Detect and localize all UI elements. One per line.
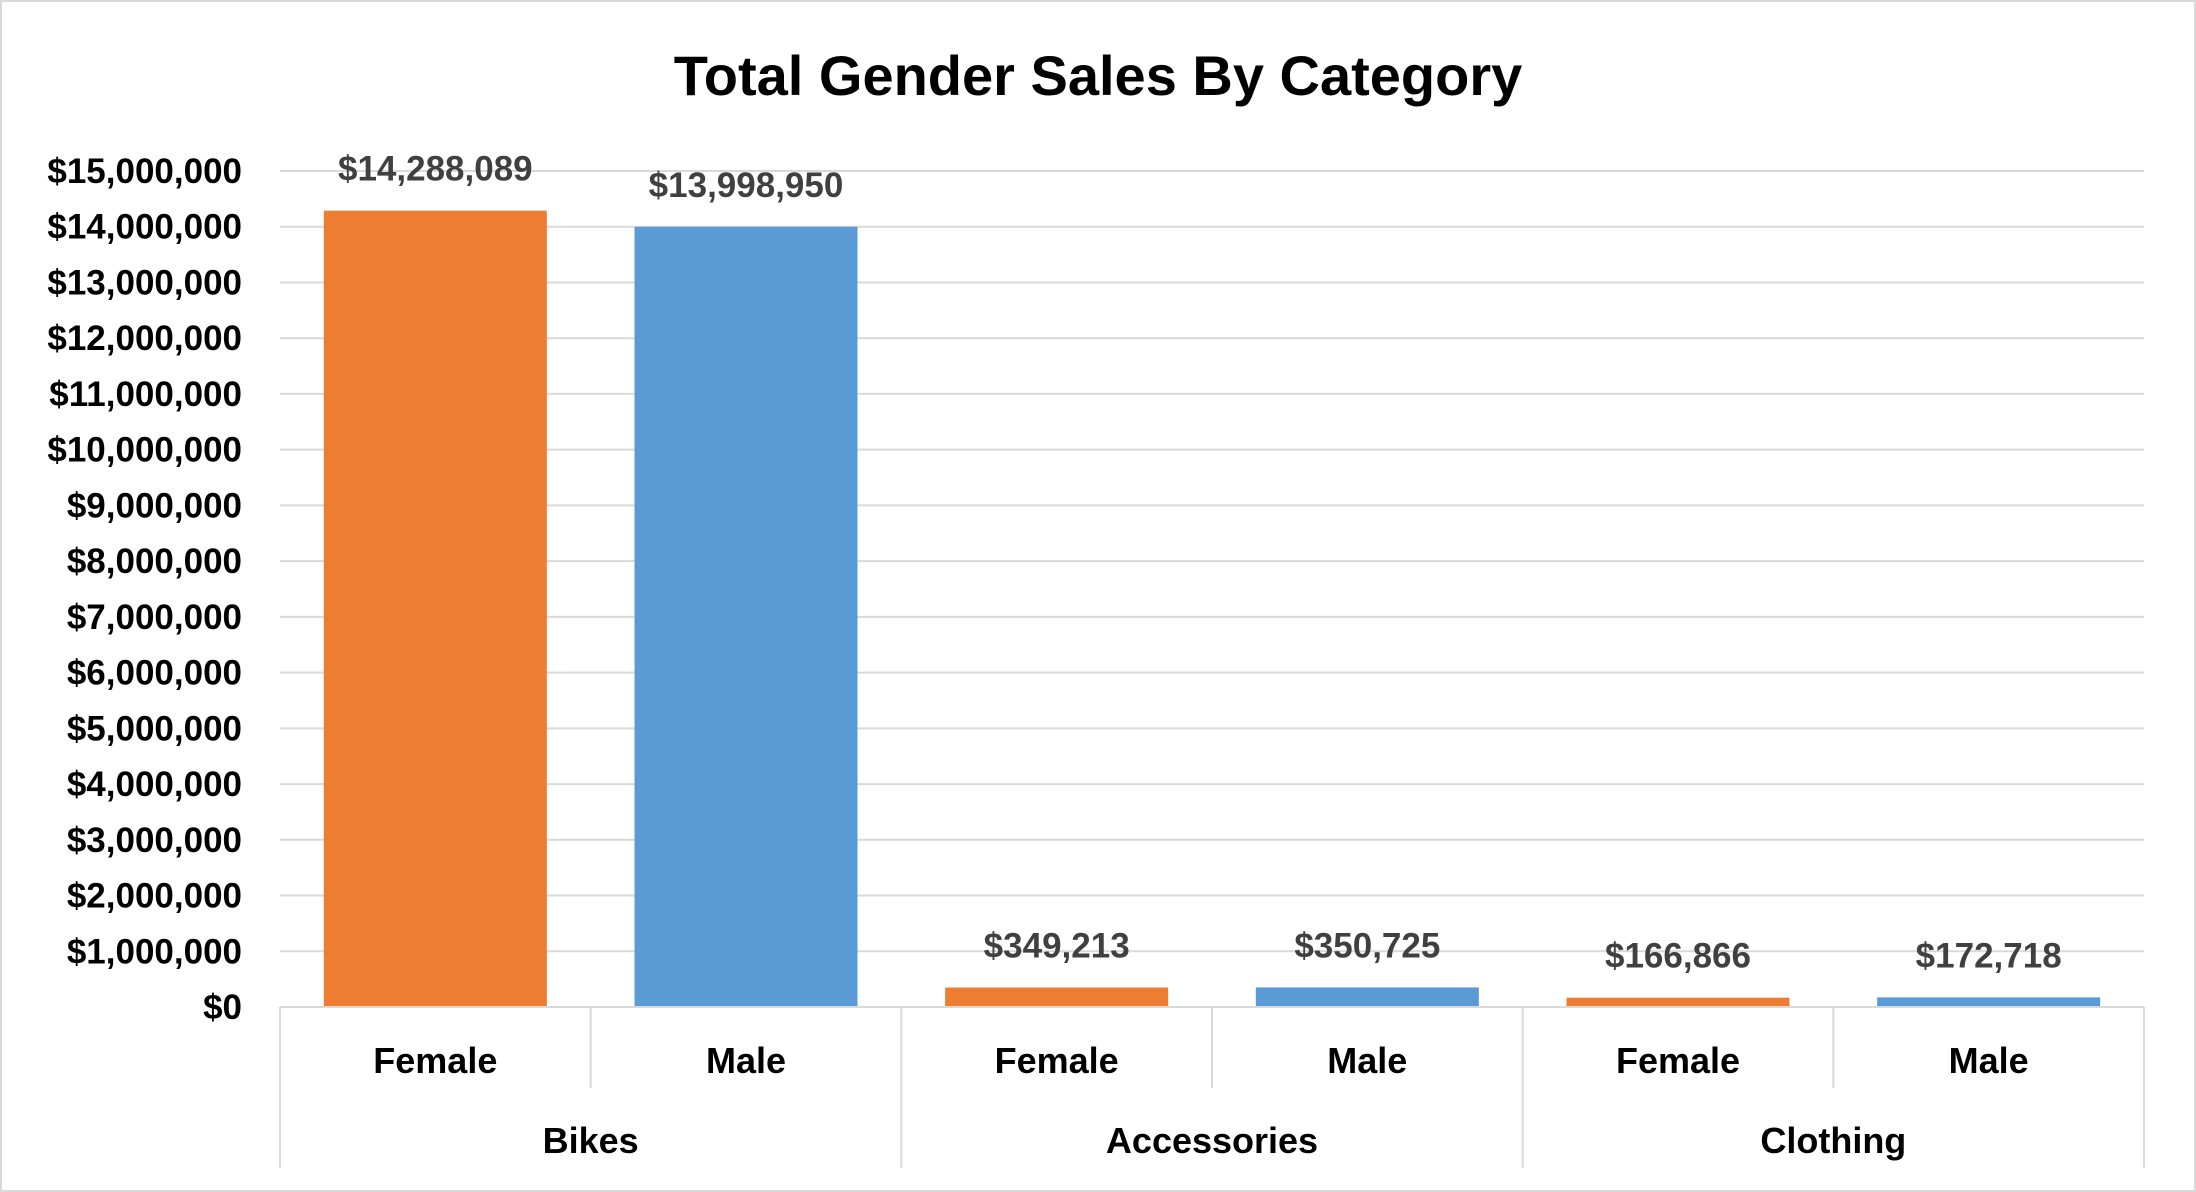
data-label: $350,725 bbox=[1294, 926, 1440, 965]
x-tick-label: Female bbox=[373, 1040, 497, 1081]
data-label: $349,213 bbox=[984, 927, 1130, 966]
bar-bikes-female bbox=[323, 210, 547, 1007]
x-tick-label: Female bbox=[1616, 1040, 1740, 1081]
group-label: Bikes bbox=[543, 1120, 639, 1161]
y-tick-label: $5,000,000 bbox=[67, 709, 242, 748]
bar-bikes-male bbox=[634, 226, 858, 1007]
y-tick-label: $6,000,000 bbox=[67, 654, 242, 693]
y-tick-label: $15,000,000 bbox=[47, 152, 242, 191]
y-tick-label: $11,000,000 bbox=[49, 375, 242, 414]
y-tick-label: $3,000,000 bbox=[67, 821, 242, 860]
data-label: $14,288,089 bbox=[338, 150, 533, 189]
data-label: $166,866 bbox=[1605, 937, 1751, 976]
y-tick-label: $9,000,000 bbox=[67, 486, 242, 525]
x-tick-label: Male bbox=[706, 1040, 786, 1081]
group-label: Accessories bbox=[1106, 1120, 1318, 1161]
y-tick-label: $13,000,000 bbox=[47, 263, 242, 302]
data-labels: $14,288,089 $13,998,950 $349,213 $350,725 $1… bbox=[338, 150, 2062, 976]
bar-accessories-female bbox=[945, 987, 1169, 1007]
data-label: $13,998,950 bbox=[649, 166, 844, 205]
bars bbox=[323, 210, 2101, 1007]
y-tick-label: $10,000,000 bbox=[47, 431, 242, 470]
chart-title: Total Gender Sales By Category bbox=[674, 44, 1523, 107]
y-tick-label: $0 bbox=[203, 988, 242, 1027]
y-axis-tick-labels: $0 $1,000,000 $2,000,000 $3,000,000 $4,000,0… bbox=[47, 152, 242, 1027]
y-tick-label: $2,000,000 bbox=[67, 877, 242, 916]
x-tick-label: Male bbox=[1949, 1040, 2029, 1081]
y-tick-label: $1,000,000 bbox=[67, 932, 242, 971]
y-tick-label: $12,000,000 bbox=[47, 319, 242, 358]
gridlines bbox=[280, 170, 2144, 953]
y-tick-label: $7,000,000 bbox=[67, 598, 242, 637]
group-label: Clothing bbox=[1760, 1120, 1906, 1161]
y-tick-label: $8,000,000 bbox=[67, 542, 242, 581]
bar-accessories-male bbox=[1255, 987, 1479, 1007]
y-tick-label: $14,000,000 bbox=[47, 208, 242, 247]
data-label: $172,718 bbox=[1916, 936, 2062, 975]
y-tick-label: $4,000,000 bbox=[67, 765, 242, 804]
x-tick-label: Male bbox=[1327, 1040, 1407, 1081]
bar-clothing-female bbox=[1566, 997, 1790, 1007]
x-tick-label: Female bbox=[995, 1040, 1119, 1081]
bar-clothing-male bbox=[1877, 997, 2101, 1007]
